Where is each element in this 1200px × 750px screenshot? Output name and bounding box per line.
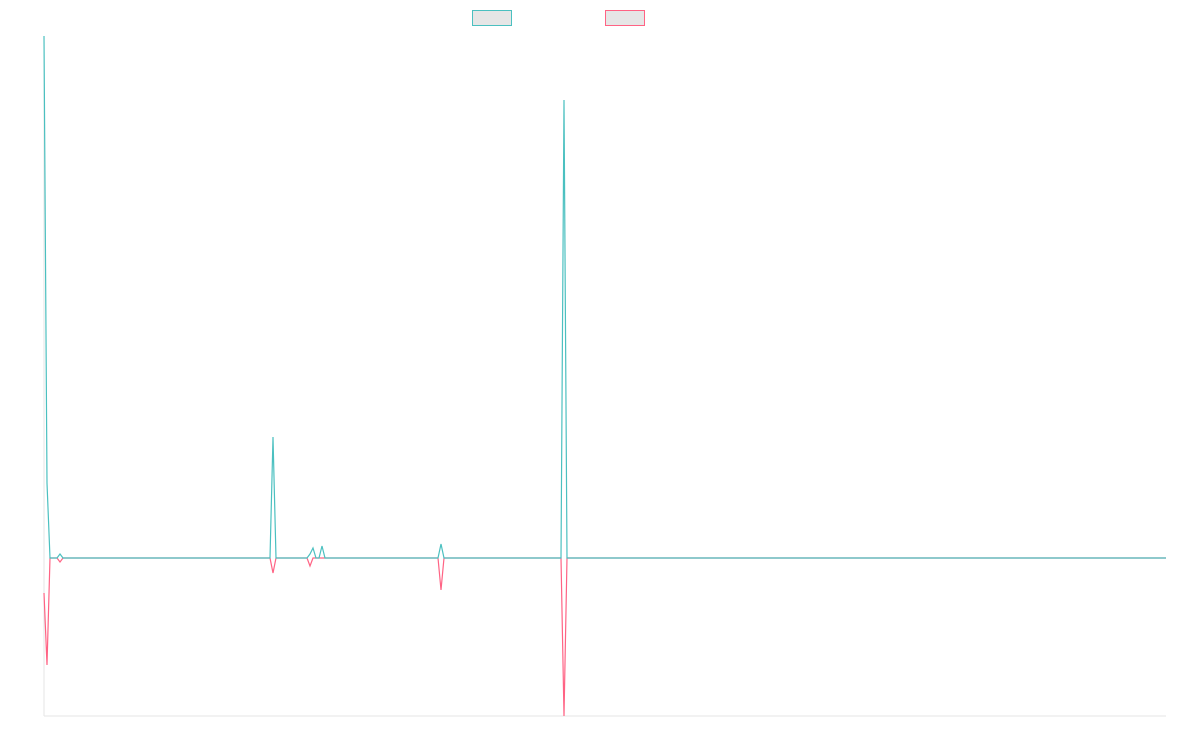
legend-swatch — [605, 10, 645, 26]
series-line — [43, 557, 1166, 717]
series-line — [43, 35, 1166, 559]
legend-swatch — [472, 10, 512, 26]
